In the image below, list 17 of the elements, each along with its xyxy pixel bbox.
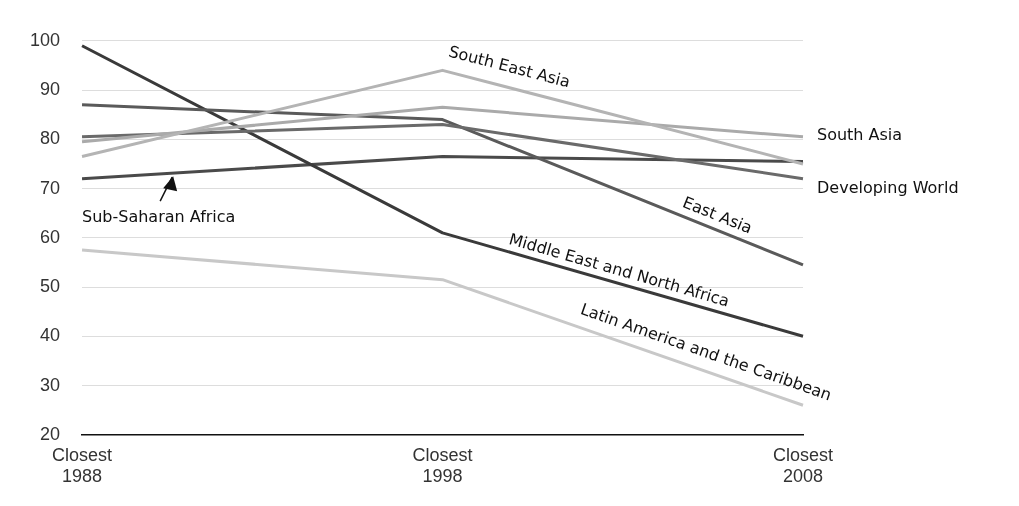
x-tick-label: Closest 1998	[412, 444, 473, 487]
y-tick-label: 30	[40, 374, 61, 395]
series-label: South Asia	[817, 124, 903, 144]
text: East Asia	[680, 192, 755, 238]
y-tick-label: 100	[29, 29, 61, 50]
y-tick-label: 80	[40, 128, 61, 149]
series-label: Sub-Saharan Africa	[82, 207, 236, 227]
y-tick-label: 20	[40, 423, 61, 444]
y-tick-label: 60	[40, 226, 61, 247]
x-tick-label: Closest 2008	[772, 444, 834, 487]
text: South East Asia	[446, 41, 573, 92]
series-label: Developing World	[817, 177, 959, 197]
y-tick-label: 50	[40, 276, 61, 297]
y-tick-label: 70	[40, 177, 61, 198]
x-tick-label: Closest 1988	[52, 444, 113, 487]
y-tick-label: 90	[40, 79, 61, 100]
y-tick-label: 40	[40, 325, 61, 346]
